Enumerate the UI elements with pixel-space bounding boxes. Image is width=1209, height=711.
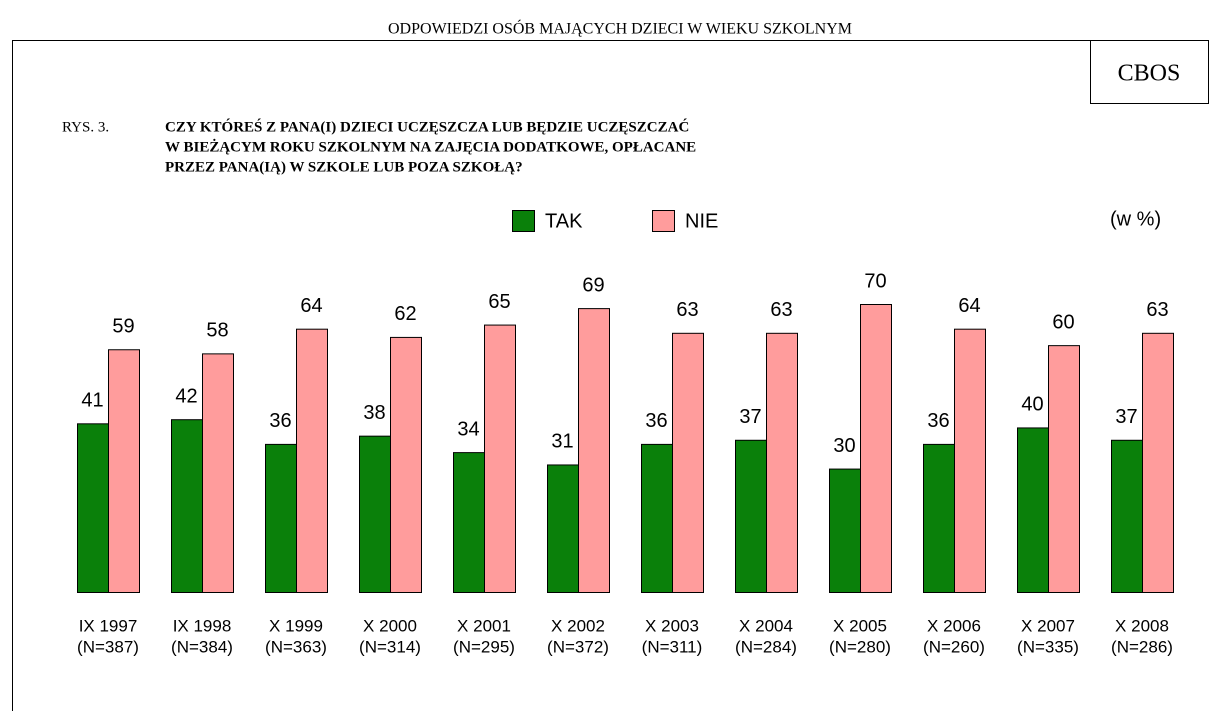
- legend-swatch: [512, 210, 535, 232]
- bar: [171, 419, 203, 594]
- x-tick-label: X 2002: [551, 616, 605, 635]
- value-label: 64: [958, 295, 980, 317]
- x-tick-note: (N=314): [359, 637, 421, 656]
- figure-label: RYS. 3.: [62, 119, 109, 135]
- value-label: 38: [363, 402, 385, 424]
- x-tick-label: X 2001: [457, 616, 511, 635]
- bar: [453, 452, 485, 593]
- bar: [1111, 439, 1143, 593]
- x-tick-note: (N=311): [642, 637, 703, 656]
- x-tick-label: X 2005: [833, 616, 887, 635]
- x-tick-note: (N=295): [453, 637, 515, 656]
- bar: [578, 308, 610, 593]
- value-label: 30: [833, 435, 855, 457]
- bar: [296, 328, 328, 593]
- bar: [77, 423, 109, 594]
- value-label: 37: [739, 406, 761, 428]
- x-tick-label: IX 1997: [79, 616, 138, 635]
- bar: [390, 336, 422, 593]
- legend-label: TAK: [545, 210, 583, 232]
- bar: [265, 443, 297, 593]
- x-tick-note: (N=335): [1017, 637, 1079, 656]
- legend-swatch: [652, 210, 675, 232]
- value-label: 36: [269, 410, 291, 432]
- x-tick-note: (N=260): [923, 637, 985, 656]
- brand: CBOS: [1118, 61, 1181, 87]
- value-label: 60: [1052, 311, 1074, 333]
- frame: [12, 40, 1209, 711]
- x-tick-note: (N=372): [547, 637, 609, 656]
- x-tick-note: (N=387): [77, 637, 139, 656]
- x-tick-label: X 2003: [645, 616, 699, 635]
- value-label: 31: [551, 431, 573, 453]
- value-label: 65: [488, 291, 510, 313]
- value-label: 70: [864, 270, 886, 292]
- value-label: 58: [206, 320, 228, 342]
- value-label: 36: [927, 410, 949, 432]
- x-tick-note: (N=286): [1111, 637, 1173, 656]
- value-label: 62: [394, 303, 416, 325]
- bar: [860, 304, 892, 593]
- value-label: 64: [300, 295, 322, 317]
- bar: [954, 328, 986, 593]
- value-label: 63: [676, 299, 698, 321]
- bar: [359, 435, 391, 593]
- bar: [1017, 427, 1049, 593]
- x-tick-label: X 2006: [927, 616, 981, 635]
- unit-note: (w %): [1110, 208, 1161, 230]
- value-label: 36: [645, 410, 667, 432]
- x-tick-label: X 2000: [363, 616, 417, 635]
- value-label: 63: [1146, 299, 1168, 321]
- bar: [923, 443, 955, 593]
- x-tick-label: X 1999: [269, 616, 323, 635]
- x-tick-label: X 2008: [1115, 616, 1169, 635]
- x-tick-note: (N=384): [171, 637, 233, 656]
- x-tick-note: (N=363): [265, 637, 327, 656]
- bar: [641, 443, 673, 593]
- x-tick-label: X 2004: [739, 616, 793, 635]
- x-tick-note: (N=284): [735, 637, 797, 656]
- bar: [108, 349, 140, 593]
- bar: [1048, 345, 1080, 593]
- bar: [766, 332, 798, 593]
- value-label: 37: [1115, 406, 1137, 428]
- value-label: 69: [582, 274, 604, 296]
- header: ODPOWIEDZI OSÓB MAJĄCYCH DZIECI W WIEKU …: [388, 19, 852, 38]
- bar: [829, 468, 861, 594]
- value-label: 42: [175, 385, 197, 407]
- value-label: 59: [112, 316, 134, 338]
- legend-label: NIE: [685, 210, 718, 232]
- value-label: 63: [770, 299, 792, 321]
- value-label: 40: [1021, 394, 1043, 416]
- bar: [1142, 332, 1174, 593]
- x-tick-note: (N=280): [829, 637, 891, 656]
- bar: [202, 353, 234, 593]
- value-label: 41: [81, 390, 103, 412]
- x-tick-label: X 2007: [1021, 616, 1075, 635]
- chart-title: PRZEZ PANA(IĄ) W SZKOLE LUB POZA SZKOŁĄ?: [165, 159, 523, 175]
- value-label: 34: [457, 418, 479, 440]
- chart-title: W BIEŻĄCYM ROKU SZKOLNYM NA ZAJĘCIA DODA…: [165, 138, 696, 155]
- bar: [547, 464, 579, 594]
- x-tick-label: IX 1998: [173, 616, 232, 635]
- bar: [484, 324, 516, 593]
- bar: [735, 439, 767, 593]
- chart-title: CZY KTÓREŚ Z PANA(I) DZIECI UCZĘSZCZA LU…: [165, 118, 689, 135]
- bar: [672, 332, 704, 593]
